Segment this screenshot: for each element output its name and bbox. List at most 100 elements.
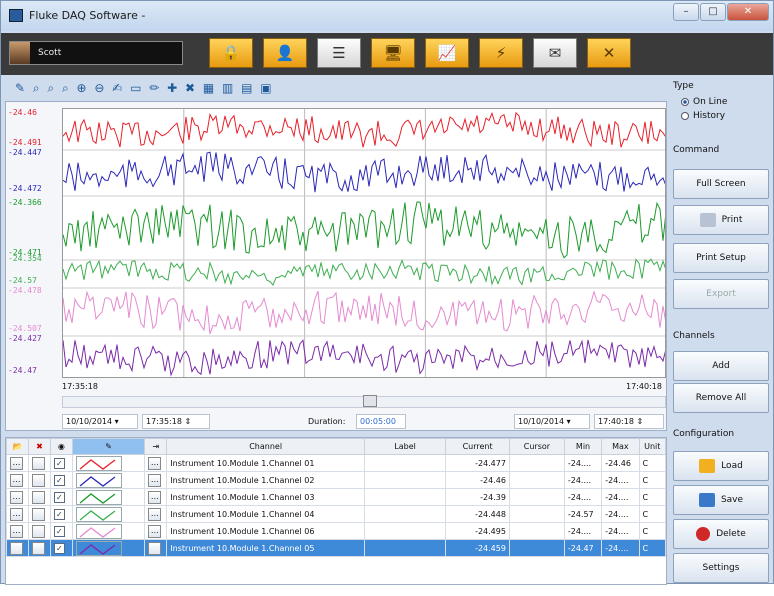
row-visible-checkbox[interactable]: ✓ xyxy=(49,471,73,489)
duration-input[interactable]: 00:05:00 xyxy=(356,414,406,429)
table-row[interactable]: … ✓… Instrument 10.Module 1.Channel 02 -24.… xyxy=(6,471,667,489)
close-button[interactable]: ✕ xyxy=(727,3,769,21)
row-select-box[interactable] xyxy=(27,539,51,557)
print-button[interactable]: Print xyxy=(673,205,769,235)
remove-all-button[interactable]: Remove All xyxy=(673,383,769,413)
col-cursor[interactable]: Cursor xyxy=(508,438,565,455)
current-cell: -24.495 xyxy=(445,522,510,540)
delete-button[interactable]: Delete xyxy=(673,519,769,549)
table-row[interactable]: … ✓… Instrument 10.Module 1.Channel 01 -24.… xyxy=(6,454,667,472)
row-color-button[interactable]: … xyxy=(144,539,168,557)
label-cell[interactable] xyxy=(363,488,447,506)
row-color-button[interactable]: … xyxy=(144,471,168,489)
end-date-picker[interactable]: 10/10/2014 ▾ xyxy=(514,414,590,429)
label-cell[interactable] xyxy=(363,505,447,523)
row-select-box[interactable] xyxy=(27,471,51,489)
row-visible-checkbox[interactable]: ✓ xyxy=(49,539,73,557)
start-date-picker[interactable]: 10/10/2014 ▾ xyxy=(62,414,138,429)
add-button[interactable]: Add xyxy=(673,351,769,381)
table-row[interactable]: … ✓… Instrument 10.Module 1.Channel 04 -24.… xyxy=(6,505,667,523)
row-edit-button[interactable]: … xyxy=(6,471,29,489)
list-button[interactable]: ☰ xyxy=(317,38,361,68)
row-color-swatch[interactable] xyxy=(71,522,146,540)
row-edit-button[interactable]: … xyxy=(6,488,29,506)
row-color-swatch[interactable] xyxy=(71,539,146,557)
row-visible-checkbox[interactable]: ✓ xyxy=(49,454,73,472)
end-time-picker[interactable]: 17:40:18 ⇕ xyxy=(594,414,664,429)
col-unit[interactable]: Unit xyxy=(638,438,667,455)
chart-toolbar[interactable]: ✎ ⌕ ⌕ ⌕ ⊕ ⊖ ✍ ▭ ✏ ✚ ✖ ▦ ▥ ▤ ▣ xyxy=(15,81,274,95)
printer-icon xyxy=(699,212,716,227)
y-min-label: -24.57 xyxy=(8,276,37,285)
label-cell[interactable] xyxy=(363,539,447,557)
close-button[interactable]: ✕ xyxy=(587,38,631,68)
end-time: 17:40:18 xyxy=(598,417,634,426)
row-edit-button[interactable]: … xyxy=(6,454,29,472)
user-button[interactable]: 👤 xyxy=(263,38,307,68)
row-edit-button[interactable]: … xyxy=(6,522,29,540)
add-channel-icon[interactable]: ⇥ xyxy=(144,438,168,455)
time-scrollbar[interactable] xyxy=(62,395,666,408)
print-setup-button[interactable]: Print Setup xyxy=(673,243,769,273)
row-select-box[interactable] xyxy=(27,522,51,540)
export-button[interactable]: Export xyxy=(673,279,769,309)
user-field[interactable]: Scott xyxy=(9,41,183,65)
row-visible-checkbox[interactable]: ✓ xyxy=(49,522,73,540)
row-color-button[interactable]: … xyxy=(144,488,168,506)
row-visible-checkbox[interactable]: ✓ xyxy=(49,488,73,506)
delete-icon[interactable]: ✖ xyxy=(27,438,51,455)
label-cell[interactable] xyxy=(363,454,447,472)
color-header-icon: ✎ xyxy=(71,438,146,455)
settings-button[interactable]: Settings xyxy=(673,553,769,583)
folder-icon[interactable]: 📂 xyxy=(6,438,29,455)
table-row[interactable]: … ✓… Instrument 10.Module 1.Channel 03 -24.… xyxy=(6,488,667,506)
col-max[interactable]: Max xyxy=(601,438,640,455)
save-label: Save xyxy=(720,495,744,505)
row-edit-button[interactable]: … xyxy=(6,505,29,523)
row-select-box[interactable] xyxy=(27,454,51,472)
channels-group-label: Channels xyxy=(673,331,715,341)
table-row[interactable]: … ✓… Instrument 10.Module 1.Channel 06 -24.… xyxy=(6,522,667,540)
swatch-line xyxy=(79,492,116,504)
label-cell[interactable] xyxy=(363,471,447,489)
lock-icon: 🔒 xyxy=(221,44,241,62)
full-screen-button[interactable]: Full Screen xyxy=(673,169,769,199)
alarm-button[interactable]: ⚡ xyxy=(479,38,523,68)
col-channel[interactable]: Channel xyxy=(166,438,365,455)
cursor-cell xyxy=(508,522,565,540)
label-cell[interactable] xyxy=(363,522,447,540)
row-color-button[interactable]: … xyxy=(144,522,168,540)
table-row[interactable]: … ✓… Instrument 10.Module 1.Channel 05 -24.… xyxy=(6,539,667,557)
start-time-picker[interactable]: 17:35:18 ⇕ xyxy=(142,414,210,429)
channel-cell: Instrument 10.Module 1.Channel 03 xyxy=(166,488,365,506)
maximize-button[interactable]: □ xyxy=(700,3,726,21)
user-name: Scott xyxy=(38,48,62,58)
row-visible-checkbox[interactable]: ✓ xyxy=(49,505,73,523)
mail-button[interactable]: ✉ xyxy=(533,38,577,68)
save-button[interactable]: Save xyxy=(673,485,769,515)
current-cell: -24.448 xyxy=(445,505,510,523)
row-color-swatch[interactable] xyxy=(71,454,146,472)
load-button[interactable]: Load xyxy=(673,451,769,481)
col-min[interactable]: Min xyxy=(563,438,603,455)
network-button[interactable]: 🖥 xyxy=(371,38,415,68)
history-radio[interactable]: History xyxy=(681,111,725,121)
unit-cell: C xyxy=(638,522,667,540)
row-select-box[interactable] xyxy=(27,505,51,523)
row-color-button[interactable]: … xyxy=(144,505,168,523)
lock-button[interactable]: 🔒 xyxy=(209,38,253,68)
minimize-button[interactable]: – xyxy=(673,3,699,21)
chart-button[interactable]: 📈 xyxy=(425,38,469,68)
row-color-swatch[interactable] xyxy=(71,488,146,506)
scroll-thumb[interactable] xyxy=(363,395,377,407)
row-color-swatch[interactable] xyxy=(71,471,146,489)
row-color-swatch[interactable] xyxy=(71,505,146,523)
col-current[interactable]: Current xyxy=(445,438,510,455)
col-label[interactable]: Label xyxy=(363,438,447,455)
line-chart[interactable] xyxy=(62,108,666,378)
online-radio[interactable]: On Line xyxy=(681,97,727,107)
row-edit-button[interactable]: … xyxy=(6,539,29,557)
row-color-button[interactable]: … xyxy=(144,454,168,472)
chart-icon: 📈 xyxy=(437,44,457,62)
row-select-box[interactable] xyxy=(27,488,51,506)
